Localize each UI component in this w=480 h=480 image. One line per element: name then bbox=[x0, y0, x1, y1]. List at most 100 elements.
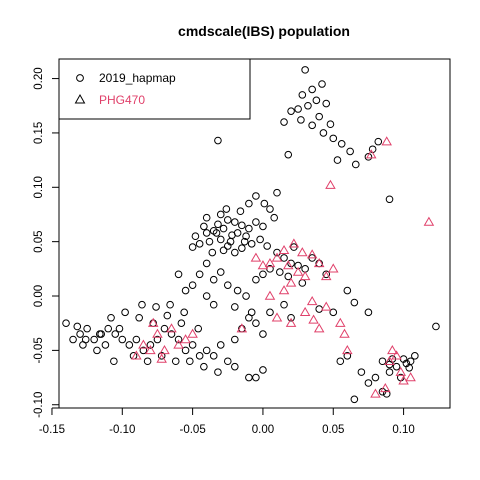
data-point-hapmap bbox=[298, 279, 307, 287]
data-point-hapmap bbox=[202, 229, 211, 237]
data-point-hapmap bbox=[174, 270, 183, 279]
data-point-hapmap bbox=[209, 352, 218, 360]
data-point-phg470 bbox=[187, 328, 198, 338]
data-point-hapmap bbox=[157, 352, 166, 360]
data-point-hapmap bbox=[287, 107, 295, 115]
data-point-hapmap bbox=[308, 85, 316, 94]
data-point-hapmap bbox=[364, 308, 373, 317]
data-point-hapmap bbox=[351, 160, 360, 169]
data-point-hapmap bbox=[146, 341, 155, 349]
data-point-hapmap bbox=[336, 357, 345, 366]
data-point-phg470 bbox=[264, 290, 276, 300]
y-tick-label: -0.05 bbox=[33, 337, 45, 363]
data-point-hapmap bbox=[214, 136, 222, 145]
data-point-hapmap bbox=[350, 395, 359, 404]
data-point-hapmap bbox=[153, 335, 162, 344]
data-point-hapmap bbox=[329, 308, 338, 317]
data-point-phg470 bbox=[381, 136, 392, 146]
data-point-phg470 bbox=[380, 383, 391, 393]
data-point-hapmap bbox=[231, 218, 239, 226]
data-point-hapmap bbox=[69, 335, 77, 344]
data-point-hapmap bbox=[180, 308, 188, 317]
y-tick-label: 0.05 bbox=[33, 230, 45, 252]
data-point-phg470 bbox=[292, 266, 304, 276]
data-point-hapmap bbox=[223, 216, 232, 224]
data-point-hapmap bbox=[195, 240, 204, 248]
data-point-phg470 bbox=[320, 271, 332, 281]
data-point-hapmap bbox=[167, 330, 176, 338]
data-point-hapmap bbox=[294, 261, 302, 270]
data-point-hapmap bbox=[205, 237, 214, 246]
data-point-hapmap bbox=[276, 268, 284, 276]
data-point-hapmap bbox=[219, 224, 228, 233]
data-point-hapmap bbox=[214, 220, 222, 229]
data-point-hapmap bbox=[208, 248, 217, 257]
data-point-hapmap bbox=[411, 352, 419, 360]
data-point-hapmap bbox=[216, 341, 225, 349]
data-point-hapmap bbox=[216, 235, 225, 244]
data-point-hapmap bbox=[245, 373, 253, 382]
data-point-hapmap bbox=[233, 229, 242, 237]
data-point-hapmap bbox=[223, 357, 232, 366]
data-point-phg470 bbox=[387, 344, 398, 355]
data-points bbox=[62, 66, 440, 404]
data-point-phg470 bbox=[313, 258, 325, 268]
data-point-hapmap bbox=[297, 116, 305, 124]
data-point-hapmap bbox=[194, 324, 203, 333]
data-point-hapmap bbox=[118, 335, 127, 344]
data-point-hapmap bbox=[259, 366, 267, 374]
data-point-phg470 bbox=[173, 339, 184, 349]
data-point-hapmap bbox=[238, 221, 246, 230]
data-point-phg470 bbox=[384, 355, 395, 365]
data-point-hapmap bbox=[382, 390, 391, 398]
data-point-phg470 bbox=[257, 260, 269, 270]
y-axis: -0.10 -0.05 0.00 0.05 0.10 0.15 0.20 bbox=[33, 67, 60, 418]
data-point-phg470 bbox=[299, 306, 311, 317]
data-point-phg470 bbox=[285, 277, 297, 287]
data-point-hapmap bbox=[163, 311, 172, 320]
data-point-hapmap bbox=[90, 335, 98, 344]
data-point-hapmap bbox=[322, 270, 331, 279]
data-point-hapmap bbox=[326, 120, 335, 129]
data-point-hapmap bbox=[93, 346, 101, 355]
data-point-hapmap bbox=[319, 129, 328, 137]
y-tick-label: 0.15 bbox=[33, 122, 45, 144]
data-point-phg470 bbox=[325, 179, 336, 189]
data-point-hapmap bbox=[231, 303, 239, 311]
data-point-phg470 bbox=[288, 238, 300, 248]
y-tick-label: 0.20 bbox=[33, 67, 45, 89]
y-tick-label: 0.10 bbox=[33, 176, 45, 198]
data-point-hapmap bbox=[171, 357, 180, 366]
data-point-phg470 bbox=[339, 328, 350, 338]
data-point-hapmap bbox=[312, 96, 321, 105]
data-point-phg470 bbox=[138, 339, 149, 349]
data-point-hapmap bbox=[143, 357, 152, 366]
data-point-hapmap bbox=[152, 303, 160, 311]
data-point-hapmap bbox=[73, 322, 82, 331]
data-point-hapmap bbox=[346, 147, 354, 156]
data-point-hapmap bbox=[195, 270, 204, 279]
data-point-hapmap bbox=[343, 286, 352, 295]
legend-circle-icon bbox=[76, 74, 84, 82]
data-point-phg470 bbox=[308, 314, 319, 324]
data-point-phg470 bbox=[320, 301, 332, 311]
data-point-hapmap bbox=[266, 308, 274, 317]
data-point-hapmap bbox=[166, 300, 174, 309]
data-point-hapmap bbox=[294, 105, 302, 113]
data-point-hapmap bbox=[432, 322, 440, 331]
data-point-phg470 bbox=[159, 344, 170, 355]
data-point-hapmap bbox=[252, 373, 260, 382]
data-point-hapmap bbox=[115, 324, 124, 333]
data-point-hapmap bbox=[385, 195, 394, 204]
data-point-hapmap bbox=[236, 207, 245, 216]
data-point-hapmap bbox=[104, 324, 113, 333]
data-point-phg470 bbox=[299, 271, 311, 281]
data-point-hapmap bbox=[212, 229, 221, 237]
data-point-hapmap bbox=[357, 368, 366, 376]
data-point-hapmap bbox=[231, 362, 239, 371]
data-point-hapmap bbox=[139, 346, 148, 355]
data-point-hapmap bbox=[385, 368, 394, 376]
data-point-hapmap bbox=[188, 243, 197, 251]
data-point-hapmap bbox=[200, 362, 208, 371]
